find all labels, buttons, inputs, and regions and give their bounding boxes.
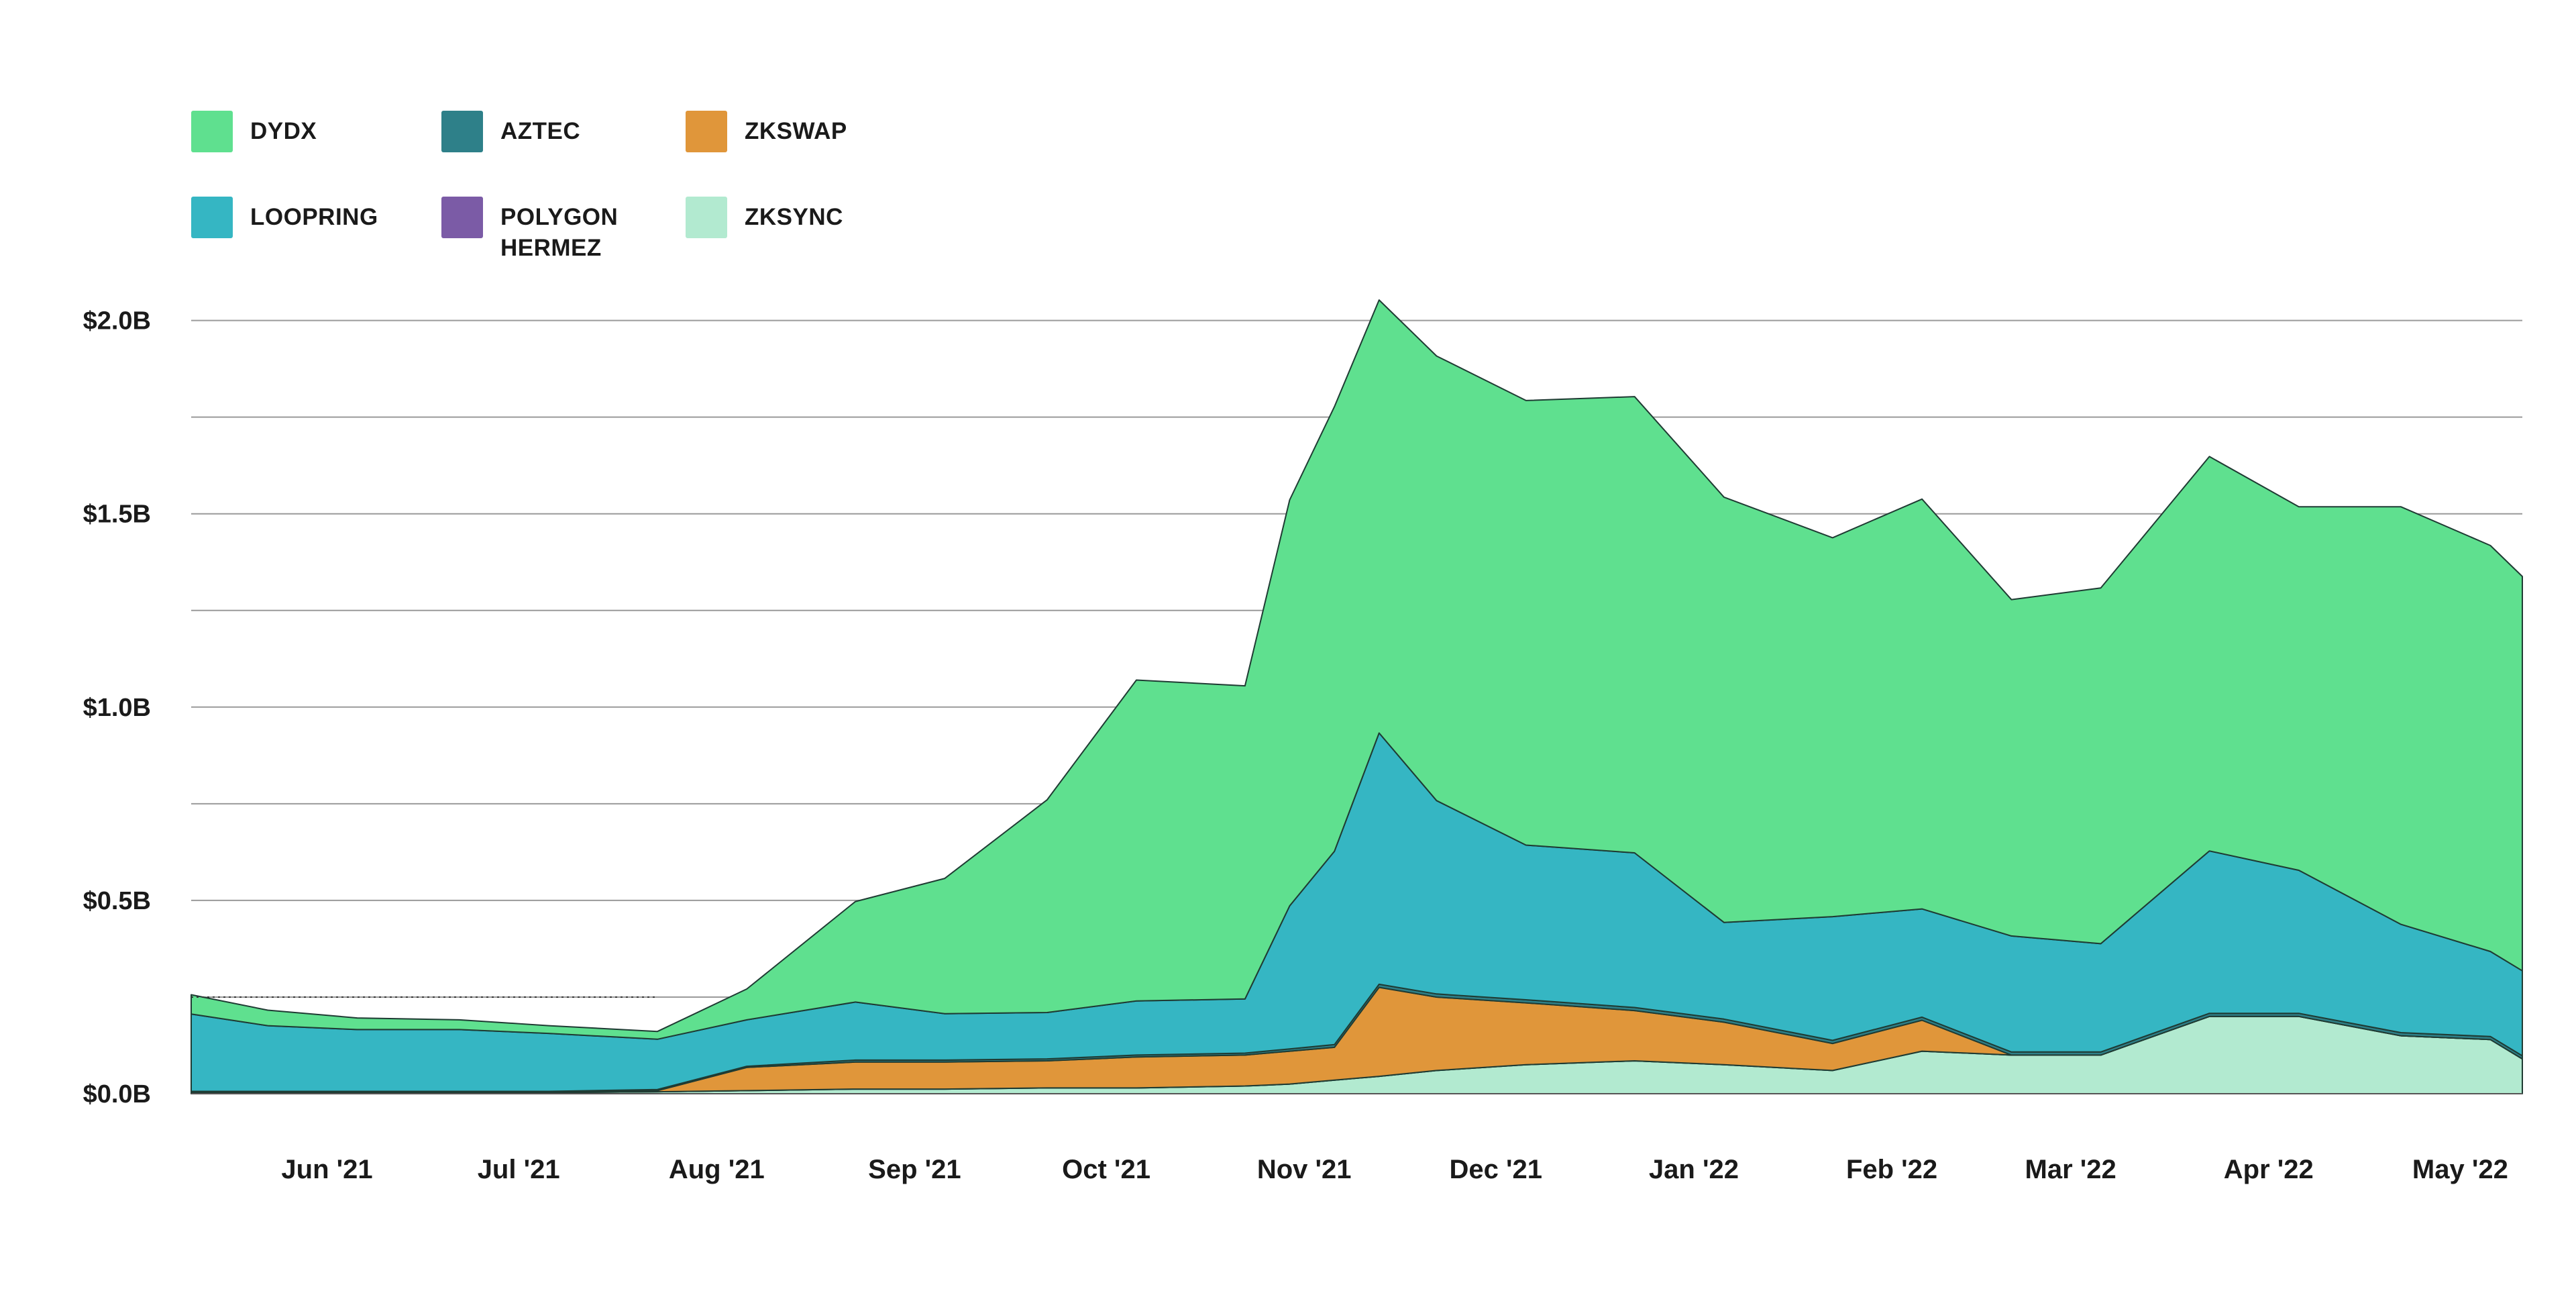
x-tick-label: Sep '21 [868,1155,961,1184]
legend-label-polygon-hermez: POLYGON HERMEZ [500,204,619,261]
x-tick-label: Jul '21 [478,1155,560,1184]
y-tick-label: $1.0B [83,694,151,722]
y-tick-label: $2.0B [83,307,151,335]
x-tick-label: Nov '21 [1257,1155,1352,1184]
x-tick-label: Dec '21 [1450,1155,1543,1184]
legend-item-aztec: AZTEC [441,111,580,152]
x-tick-label: May '22 [2412,1155,2508,1184]
legend-item-loopring: LOOPRING [191,197,378,238]
x-tick-label: Mar '22 [2025,1155,2116,1184]
y-tick-label: $0.5B [83,887,151,915]
legend-swatch-polygon-hermez [441,197,483,238]
y-tick-label: $1.5B [83,501,151,529]
legend-swatch-zkswap [686,111,727,152]
x-tick-label: Oct '21 [1062,1155,1150,1184]
legend-swatch-zksync [686,197,727,238]
x-tick-label: Jan '22 [1649,1155,1739,1184]
legend-swatch-aztec [441,111,483,152]
legend-item-zksync: ZKSYNC [686,197,843,238]
legend-item-dydx: DYDX [191,111,317,152]
x-tick-label: Jun '21 [281,1155,372,1184]
x-tick-label: Apr '22 [2224,1155,2314,1184]
legend-swatch-loopring [191,197,233,238]
legend-label-aztec: AZTEC [500,118,581,144]
x-tick-label: Feb '22 [1846,1155,1937,1184]
y-tick-label: $0.0B [83,1080,151,1108]
legend-item-zkswap: ZKSWAP [686,111,847,152]
legend-item-polygon-hermez: POLYGON HERMEZ [441,197,618,264]
legend-label-dydx: DYDX [250,118,317,144]
legend-label-zksync: ZKSYNC [745,204,843,230]
legend-label-zkswap: ZKSWAP [745,118,847,144]
legend-swatch-dydx [191,111,233,152]
legend-label-loopring: LOOPRING [250,204,378,230]
x-tick-label: Aug '21 [669,1155,765,1184]
area-dydx [191,299,2523,1040]
